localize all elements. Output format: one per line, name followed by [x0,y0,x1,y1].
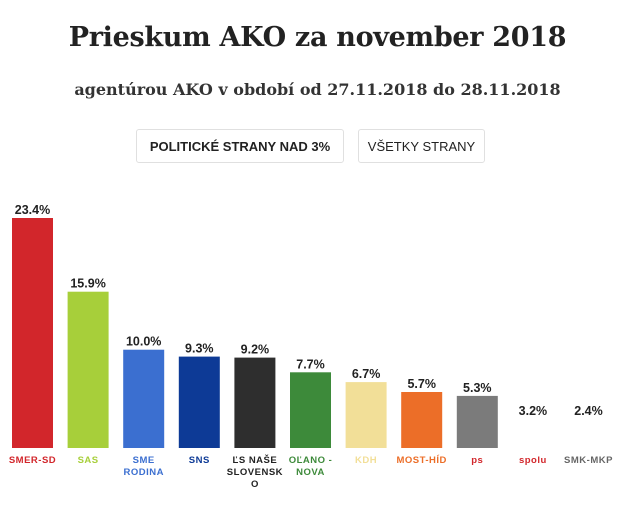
bar-sme-rodina[interactable] [123,349,165,448]
category-label-sme-rodina: SME RODINA [123,455,163,478]
tab-all-parties[interactable]: VŠETKY STRANY [358,129,485,163]
bar-kdh[interactable] [345,382,387,448]
value-label-sns: 9.3% [185,342,214,356]
bar-oľano-nova[interactable] [290,372,331,448]
bar-ľs-naše-slovensk-o[interactable] [234,357,276,448]
value-label-sas: 15.9% [70,277,105,291]
value-label-kdh: 6.7% [352,367,381,381]
value-label-oľano-nova: 7.7% [296,357,325,371]
chart-title: Prieskum AKO za november 2018 [68,22,567,53]
category-label-sns: SNS [189,455,210,466]
category-label-oľano-nova: OĽANO -NOVA [289,455,333,478]
category-label-smer-sd: SMER-SD [9,455,56,466]
category-label-smk-mkp: SMK-MKP [564,455,613,466]
category-label-spolu: spolu [519,455,547,466]
bar-sns[interactable] [178,356,220,448]
tab-parties-above-3[interactable]: POLITICKÉ STRANY NAD 3% [136,129,344,163]
bar-sas[interactable] [67,291,109,448]
value-label-ps: 5.3% [463,381,492,395]
bar-ps[interactable] [456,395,498,448]
category-label-ps: ps [471,455,483,466]
bar-chart: 23.4% SMER-SD 15.9% SAS 10.0% SME RODINA 9.3% SN… [9,203,613,490]
category-label-most-híd: MOST-HÍD [396,455,446,466]
category-label-sas: SAS [78,455,99,466]
bar-smer-sd[interactable] [12,218,53,448]
value-label-ľs-naše-slovensk-o: 9.2% [241,343,270,357]
value-label-most-híd: 5.7% [407,377,436,391]
category-label-kdh: KDH [355,455,377,466]
value-label-smer-sd: 23.4% [15,203,50,217]
category-label-ľs-naše-slovensk-o: ĽS NAŠE SLOVENSK O [227,454,283,490]
value-label-spolu: 3.2% [519,404,548,418]
chart-subtitle: agentúrou AKO v období od 27.11.2018 do … [74,80,561,99]
value-label-sme-rodina: 10.0% [126,335,161,349]
value-label-smk-mkp: 2.4% [574,404,603,418]
bar-most-híd[interactable] [401,392,443,448]
